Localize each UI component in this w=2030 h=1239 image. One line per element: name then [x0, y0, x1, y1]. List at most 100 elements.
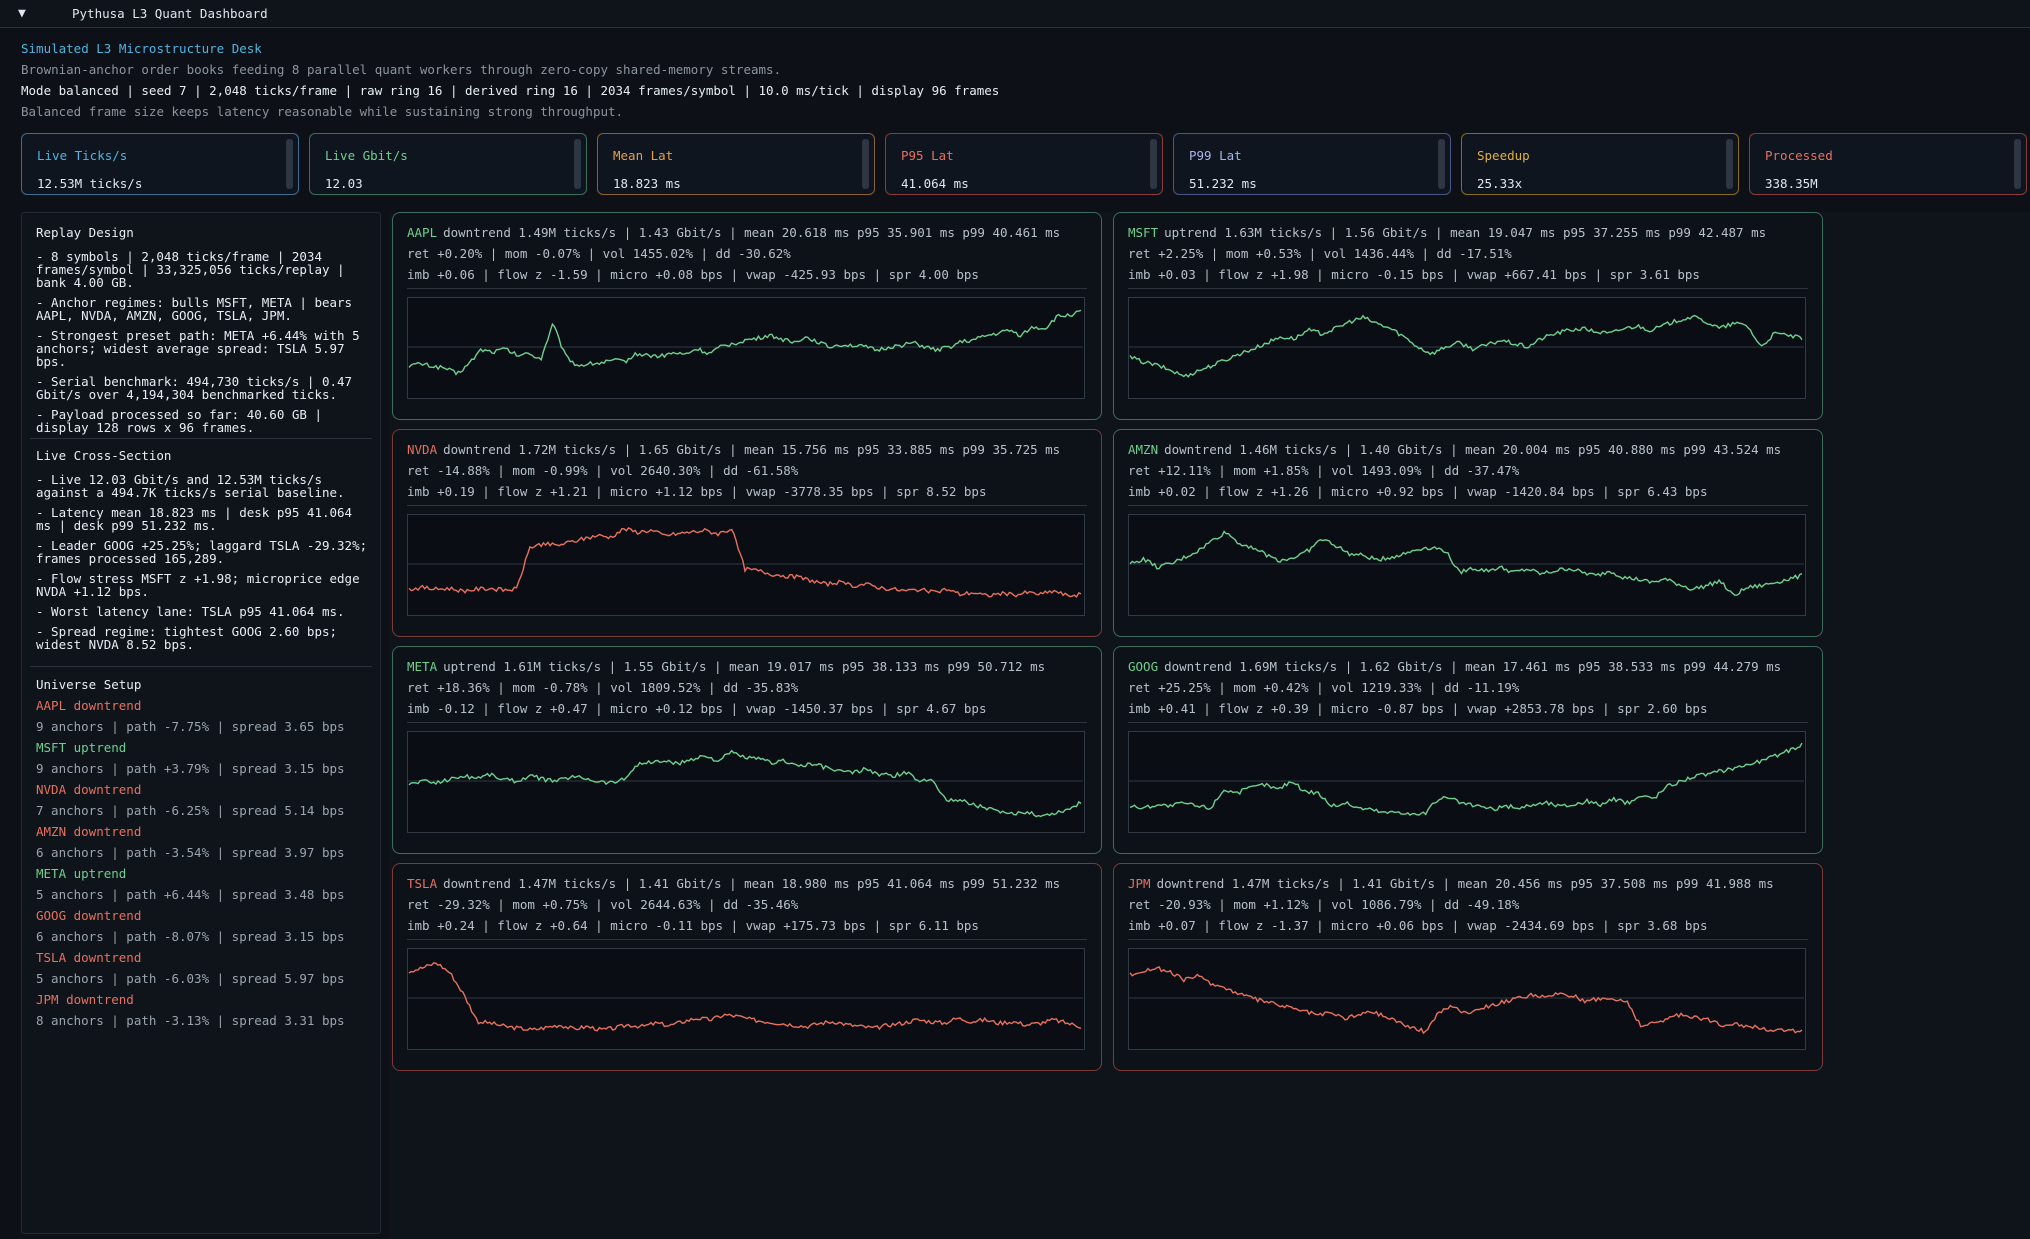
- collapse-triangle-icon[interactable]: ▼: [18, 6, 26, 21]
- panel-header-line: TSLA downtrend 1.47M ticks/s | 1.41 Gbit/…: [407, 874, 1060, 894]
- symbol-panel-jpm: JPM downtrend 1.47M ticks/s | 1.41 Gbit/s…: [1113, 863, 1823, 1071]
- universe-symbol-name: AAPL downtrend: [36, 698, 142, 713]
- title-bar: ▼ Pythusa L3 Quant Dashboard: [0, 0, 2030, 28]
- card-scrollbar[interactable]: [1150, 139, 1157, 189]
- sidebar: Replay Design - 8 symbols | 2,048 ticks/…: [21, 212, 381, 1234]
- universe-symbol-name: TSLA downtrend: [36, 950, 142, 965]
- sidebar-bullet: - Flow stress MSFT z +1.98; microprice e…: [36, 571, 368, 599]
- panel-header-line: META uptrend 1.61M ticks/s | 1.55 Gbit/s …: [407, 657, 1045, 677]
- metric-card-value: 12.03: [325, 176, 363, 191]
- sidebar-divider: [30, 666, 372, 667]
- universe-symbol-detail: 7 anchors | path -6.25% | spread 5.14 bp…: [36, 803, 345, 818]
- panel-symbol: JPM: [1128, 876, 1151, 891]
- metric-card: Live Ticks/s 12.53M ticks/s: [21, 133, 299, 195]
- sidebar-bullet: - Anchor regimes: bulls MSFT, META | bea…: [36, 295, 360, 323]
- panel-flow-stats: imb +0.19 | flow z +1.21 | micro +1.12 b…: [407, 484, 987, 499]
- metric-card-label: Speedup: [1477, 148, 1530, 163]
- sidebar-bullet: - Latency mean 18.823 ms | desk p95 41.0…: [36, 505, 360, 533]
- price-chart: [407, 749, 1083, 818]
- metric-card: P99 Lat 51.232 ms: [1173, 133, 1451, 195]
- symbol-panel-amzn: AMZN downtrend 1.46M ticks/s | 1.40 Gbit/…: [1113, 429, 1823, 637]
- card-scrollbar[interactable]: [2014, 139, 2021, 189]
- replay-design-title: Replay Design: [36, 225, 134, 240]
- sidebar-bullet: - Worst latency lane: TSLA p95 41.064 ms…: [36, 604, 345, 619]
- panel-divider: [407, 505, 1087, 506]
- universe-symbol-detail: 8 anchors | path -3.13% | spread 3.31 bp…: [36, 1013, 345, 1028]
- price-series-line: [1129, 742, 1803, 816]
- panel-divider: [1128, 505, 1808, 506]
- panel-throughput-stats: uptrend 1.63M ticks/s | 1.56 Gbit/s | me…: [1164, 225, 1767, 240]
- universe-symbol-name: NVDA downtrend: [36, 782, 142, 797]
- sidebar-bullet: - 8 symbols | 2,048 ticks/frame | 2034 f…: [36, 249, 353, 290]
- panel-header-line: AAPL downtrend 1.49M ticks/s | 1.43 Gbit/…: [407, 223, 1060, 243]
- metric-card-label: P99 Lat: [1189, 148, 1242, 163]
- metric-card: P95 Lat 41.064 ms: [885, 133, 1163, 195]
- panel-symbol: META: [407, 659, 438, 674]
- panel-flow-stats: imb +0.24 | flow z +0.64 | micro -0.11 b…: [407, 918, 979, 933]
- panel-header-line: GOOG downtrend 1.69M ticks/s | 1.62 Gbit/…: [1128, 657, 1781, 677]
- metric-card-value: 41.064 ms: [901, 176, 969, 191]
- desk-subtitle: Brownian-anchor order books feeding 8 pa…: [21, 62, 782, 77]
- price-chart: [1128, 530, 1804, 596]
- panel-header-line: NVDA downtrend 1.72M ticks/s | 1.65 Gbit/…: [407, 440, 1060, 460]
- metric-card-label: Live Ticks/s: [37, 148, 128, 163]
- card-scrollbar[interactable]: [1438, 139, 1445, 189]
- price-chart-frame: [407, 948, 1085, 1050]
- sidebar-bullet: - Payload processed so far: 40.60 GB | d…: [36, 407, 330, 435]
- window-title: Pythusa L3 Quant Dashboard: [72, 6, 268, 21]
- metric-card-value: 338.35M: [1765, 176, 1818, 191]
- panel-return-stats: ret +2.25% | mom +0.53% | vol 1436.44% |…: [1128, 246, 1512, 261]
- universe-symbol-detail: 5 anchors | path -6.03% | spread 5.97 bp…: [36, 971, 345, 986]
- price-chart-frame: [1128, 514, 1806, 616]
- universe-symbol-name: META uptrend: [36, 866, 127, 881]
- price-chart-frame: [1128, 731, 1806, 833]
- price-chart: [1128, 314, 1804, 378]
- panel-flow-stats: imb +0.02 | flow z +1.26 | micro +0.92 b…: [1128, 484, 1708, 499]
- card-scrollbar[interactable]: [286, 139, 293, 189]
- panel-throughput-stats: downtrend 1.47M ticks/s | 1.41 Gbit/s | …: [443, 876, 1061, 891]
- panel-symbol: TSLA: [407, 876, 438, 891]
- card-scrollbar[interactable]: [862, 139, 869, 189]
- symbol-panel-msft: MSFT uptrend 1.63M ticks/s | 1.56 Gbit/s …: [1113, 212, 1823, 420]
- panel-divider: [407, 288, 1087, 289]
- price-chart-frame: [1128, 948, 1806, 1050]
- panel-throughput-stats: downtrend 1.72M ticks/s | 1.65 Gbit/s | …: [443, 442, 1061, 457]
- universe-symbol-detail: 9 anchors | path +3.79% | spread 3.15 bp…: [36, 761, 345, 776]
- symbol-panel-tsla: TSLA downtrend 1.47M ticks/s | 1.41 Gbit/…: [392, 863, 1102, 1071]
- price-chart-frame: [407, 297, 1085, 399]
- metric-card-value: 25.33x: [1477, 176, 1523, 191]
- sidebar-divider: [30, 438, 372, 439]
- panel-return-stats: ret +12.11% | mom +1.85% | vol 1493.09% …: [1128, 463, 1520, 478]
- price-chart-frame: [407, 731, 1085, 833]
- panel-flow-stats: imb -0.12 | flow z +0.47 | micro +0.12 b…: [407, 701, 987, 716]
- panel-header-line: JPM downtrend 1.47M ticks/s | 1.41 Gbit/s…: [1128, 874, 1774, 894]
- panel-return-stats: ret -14.88% | mom -0.99% | vol 2640.30% …: [407, 463, 799, 478]
- panel-symbol: AAPL: [407, 225, 438, 240]
- desk-title: Simulated L3 Microstructure Desk: [21, 41, 262, 56]
- price-chart: [1128, 742, 1804, 816]
- price-chart: [407, 962, 1083, 1032]
- panel-return-stats: ret +25.25% | mom +0.42% | vol 1219.33% …: [1128, 680, 1520, 695]
- universe-symbol-detail: 5 anchors | path +6.44% | spread 3.48 bp…: [36, 887, 345, 902]
- card-scrollbar[interactable]: [1726, 139, 1733, 189]
- panel-header-line: MSFT uptrend 1.63M ticks/s | 1.56 Gbit/s …: [1128, 223, 1766, 243]
- metric-card: Speedup 25.33x: [1461, 133, 1739, 195]
- panel-flow-stats: imb +0.07 | flow z -1.37 | micro +0.06 b…: [1128, 918, 1708, 933]
- price-series-line: [408, 309, 1082, 376]
- price-chart-frame: [1128, 297, 1806, 399]
- dashboard-header: Simulated L3 Microstructure Desk Brownia…: [21, 38, 2011, 122]
- metric-card: Processed 338.35M: [1749, 133, 2027, 195]
- panel-return-stats: ret +0.20% | mom -0.07% | vol 1455.02% |…: [407, 246, 791, 261]
- panel-header-line: AMZN downtrend 1.46M ticks/s | 1.40 Gbit/…: [1128, 440, 1781, 460]
- panel-divider: [407, 722, 1087, 723]
- price-series-line: [1129, 966, 1803, 1035]
- panel-flow-stats: imb +0.41 | flow z +0.39 | micro -0.87 b…: [1128, 701, 1708, 716]
- universe-symbol-name: GOOG downtrend: [36, 908, 142, 923]
- price-chart: [407, 309, 1083, 376]
- price-chart: [407, 527, 1083, 598]
- card-scrollbar[interactable]: [574, 139, 581, 189]
- panel-flow-stats: imb +0.06 | flow z -1.59 | micro +0.08 b…: [407, 267, 979, 282]
- panel-symbol: NVDA: [407, 442, 438, 457]
- metric-card-label: Live Gbit/s: [325, 148, 408, 163]
- sidebar-bullet: - Leader GOOG +25.25%; laggard TSLA -29.…: [36, 538, 375, 566]
